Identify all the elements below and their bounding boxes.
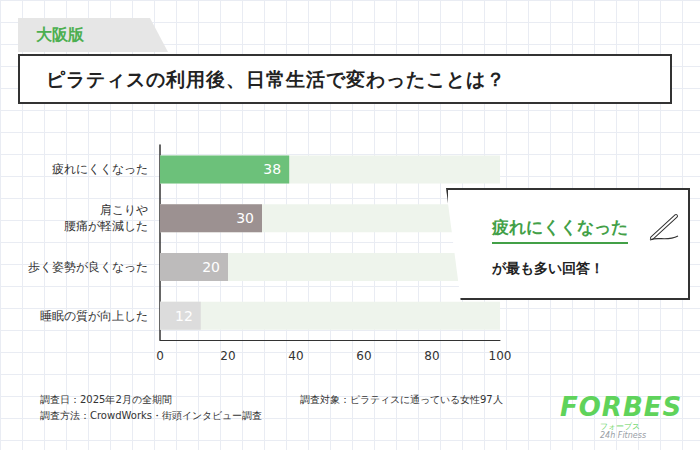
svg-text:歩く姿勢が良くなった: 歩く姿勢が良くなった — [28, 260, 148, 274]
svg-text:80: 80 — [424, 349, 439, 363]
svg-text:60: 60 — [356, 349, 371, 363]
svg-text:30: 30 — [236, 210, 254, 226]
html-text:大阪版: 大阪版 — [36, 25, 84, 44]
html-text:フォーブス: フォーブス — [600, 422, 640, 431]
html-text:ピラティスの利用後、日常生活で変わったことは？: ピラティスの利用後、日常生活で変わったことは？ — [46, 68, 506, 90]
svg-text:20: 20 — [220, 349, 235, 363]
svg-text:20: 20 — [202, 259, 220, 275]
svg-text:疲れにくくなった: 疲れにくくなった — [52, 162, 148, 176]
html-text:FORBES: FORBES — [560, 392, 683, 422]
html-text:疲れにくくなった: 疲れにくくなった — [492, 217, 628, 237]
svg-text:40: 40 — [288, 349, 303, 363]
html-text:24h Fitness: 24h Fitness — [600, 431, 647, 440]
svg-text:腰痛が軽減した: 腰痛が軽減した — [64, 219, 148, 233]
svg-text:100: 100 — [489, 349, 512, 363]
svg-text:38: 38 — [263, 161, 281, 177]
svg-text:0: 0 — [156, 349, 164, 363]
html-text:が最も多い回答！: が最も多い回答！ — [492, 260, 604, 276]
html-text:調査方法：CrowdWorks・街頭インタビュー調査: 調査方法：CrowdWorks・街頭インタビュー調査 — [40, 410, 263, 421]
html-text:調査対象：ピラティスに通っている女性97人: 調査対象：ピラティスに通っている女性97人 — [300, 394, 503, 405]
svg-text:12: 12 — [175, 308, 193, 324]
svg-text:睡眠の質が向上した: 睡眠の質が向上した — [40, 309, 148, 323]
svg-text:肩こりや: 肩こりや — [100, 203, 148, 217]
html-text:調査日：2025年2月の全期間: 調査日：2025年2月の全期間 — [40, 394, 172, 405]
